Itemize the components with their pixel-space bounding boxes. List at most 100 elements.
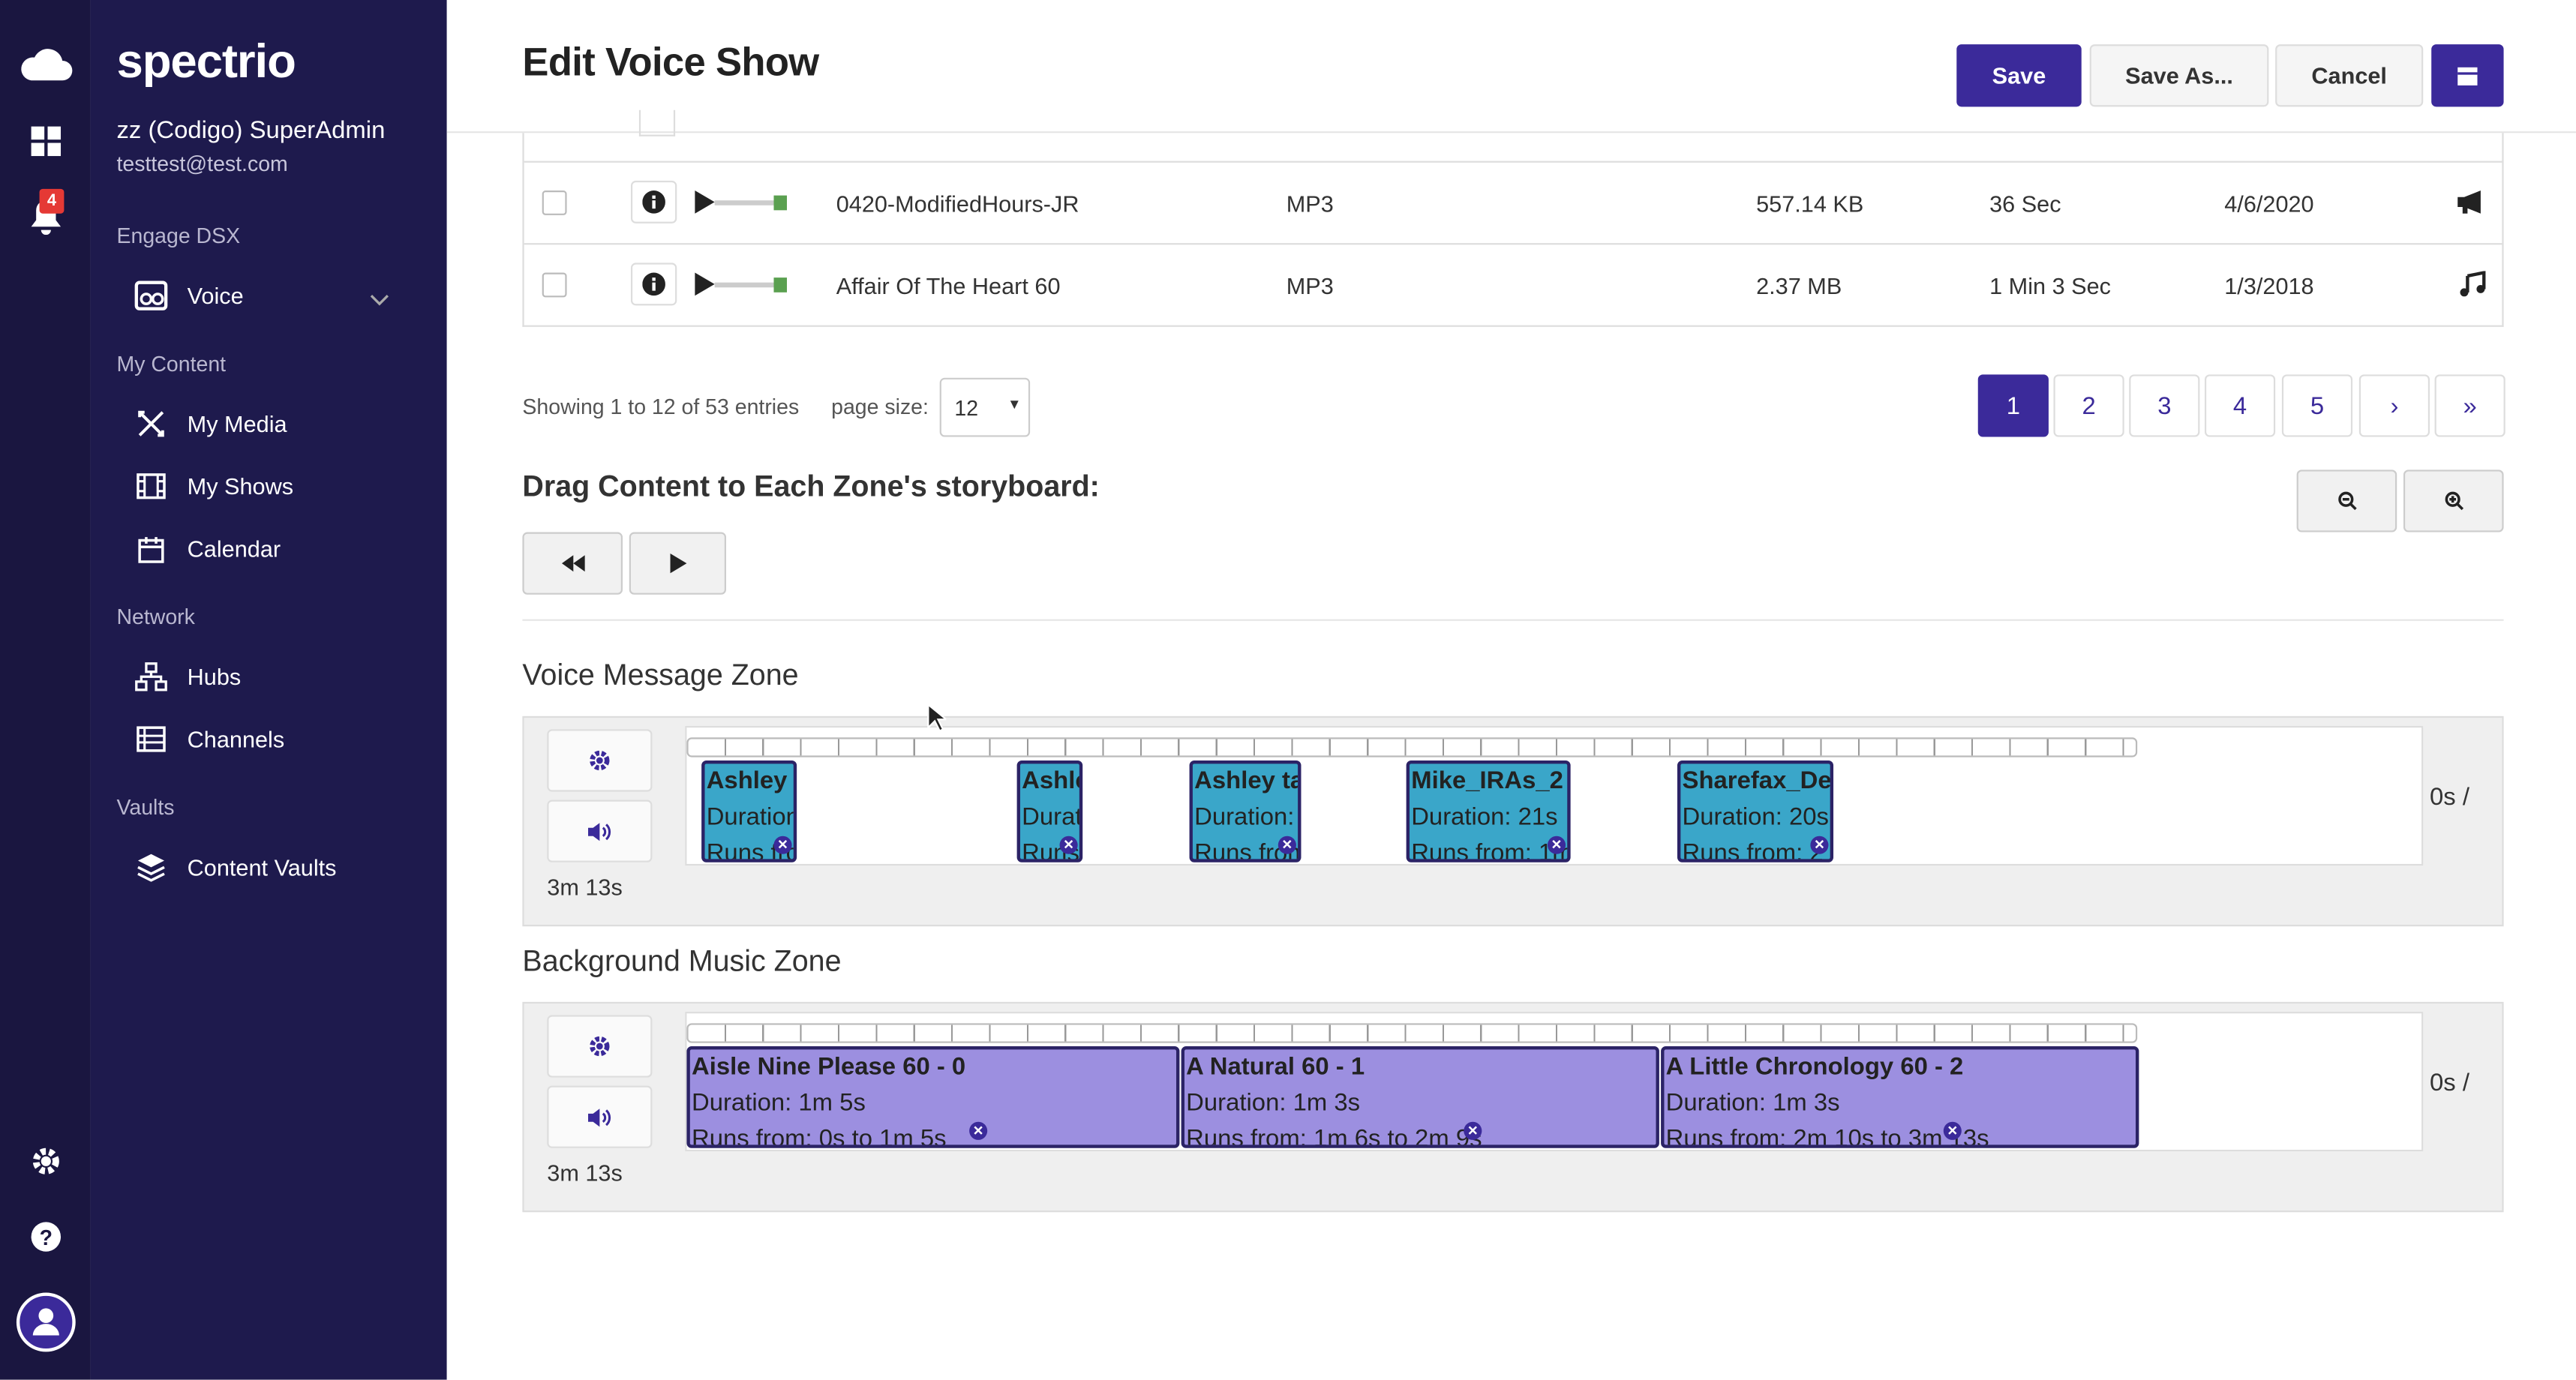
play-button[interactable] xyxy=(629,532,726,595)
timeline-clip[interactable]: Aisle Nine Please 60 - 0 Duration: 1m 5s R… xyxy=(686,1046,1180,1148)
chevron-down-icon[interactable] xyxy=(370,286,389,315)
brand-logo[interactable]: spectrio xyxy=(116,36,296,89)
zone-time-label: 0s / xyxy=(2430,783,2469,812)
sidebar: spectrio zz (Codigo) SuperAdmin testtest… xyxy=(90,0,447,1380)
save-as-button[interactable]: Save As... xyxy=(2089,44,2269,107)
clip-runs: Runs from: 1m xyxy=(1411,839,1571,862)
timeline-clip[interactable]: Sharefax_De Duration: 20s Runs from: 2 ✕ xyxy=(1677,760,1834,862)
zoom-in-button[interactable] xyxy=(2403,470,2504,532)
zone-volume-button[interactable] xyxy=(547,800,653,862)
zone-volume-button[interactable] xyxy=(547,1085,653,1148)
sidebar-item-label: Content Vaults xyxy=(187,854,337,880)
remove-clip-icon[interactable]: ✕ xyxy=(1464,1121,1482,1140)
main-content: 0420-ModifiedHours-JR MP3 557.14 KB 36 S… xyxy=(446,110,2576,1380)
remove-clip-icon[interactable]: ✕ xyxy=(1059,836,1078,854)
sidebar-item-content-vaults[interactable]: Content Vaults xyxy=(133,848,337,887)
timeline-ruler[interactable] xyxy=(686,737,2138,758)
zoom-out-button[interactable] xyxy=(2296,470,2397,532)
volume-icon xyxy=(588,822,611,841)
zone-timeline[interactable]: Ashley t Duration Runs fro ✕ Ashle Durat Runs… xyxy=(685,725,2424,866)
next-page-button[interactable]: › xyxy=(2358,374,2430,437)
schedule-calendar-button[interactable] xyxy=(2431,44,2504,107)
megaphone-icon xyxy=(2456,189,2485,220)
sidebar-item-my-shows[interactable]: My Shows xyxy=(133,466,293,506)
zone-duration: 3m 13s xyxy=(547,874,623,901)
page-5-button[interactable]: 5 xyxy=(2281,374,2353,437)
remove-clip-icon[interactable]: ✕ xyxy=(969,1121,988,1140)
remove-clip-icon[interactable]: ✕ xyxy=(1943,1121,1962,1140)
page-2-button[interactable]: 2 xyxy=(2053,374,2124,437)
page-3-button[interactable]: 3 xyxy=(2129,374,2200,437)
remove-clip-icon[interactable]: ✕ xyxy=(1547,836,1566,854)
info-icon xyxy=(642,272,665,296)
clip-duration: Duration xyxy=(706,802,797,832)
timeline-clip[interactable]: A Little Chronology 60 - 2 Duration: 1m 3… xyxy=(1661,1046,2139,1148)
timeline-clip[interactable]: Ashley t Duration Runs fro ✕ xyxy=(701,760,797,862)
sidebar-item-my-media[interactable]: My Media xyxy=(133,404,287,444)
film-icon xyxy=(133,468,169,504)
media-date: 4/6/2020 xyxy=(2224,190,2314,218)
last-page-button[interactable]: » xyxy=(2434,374,2505,437)
cloud-icon[interactable] xyxy=(0,36,90,92)
media-name: Affair Of The Heart 60 xyxy=(836,272,1061,299)
media-size: 557.14 KB xyxy=(1756,190,1864,218)
cancel-button[interactable]: Cancel xyxy=(2275,44,2424,107)
voice-icon xyxy=(133,278,169,314)
row-checkbox[interactable] xyxy=(542,272,567,298)
zoom-out-icon xyxy=(2337,491,2356,511)
clip-duration: Duration: 1m 3s xyxy=(1186,1088,1361,1118)
timeline-clip[interactable]: A Natural 60 - 1 Duration: 1m 3s Runs from… xyxy=(1181,1046,1659,1148)
section-vaults: Vaults xyxy=(116,794,175,820)
table-row[interactable]: Affair Of The Heart 60 MP3 2.37 MB 1 Min… xyxy=(524,243,2502,326)
timeline-clip[interactable]: Mike_IRAs_2 Duration: 21s Runs from: 1m ✕ xyxy=(1406,760,1571,862)
play-icon xyxy=(695,272,715,296)
rewind-button[interactable] xyxy=(522,532,623,595)
volume-icon xyxy=(588,1108,611,1126)
page-4-button[interactable]: 4 xyxy=(2204,374,2276,437)
dashboard-icon[interactable] xyxy=(0,123,90,159)
gear-icon xyxy=(590,1036,610,1057)
clip-runs: Runs from: 2m 10s to 3m 13s xyxy=(1665,1125,1989,1148)
page-size-label: page size: xyxy=(831,394,929,419)
clip-title: Ashle xyxy=(1022,766,1083,795)
timeline-clip[interactable]: Ashley ta Duration: Runs from ✕ xyxy=(1189,760,1302,862)
media-duration: 36 Sec xyxy=(1989,190,2061,218)
mouse-cursor-icon xyxy=(926,703,949,740)
clip-runs: Runs from: 0s to 1m 5s xyxy=(691,1125,947,1148)
table-row[interactable]: 0420-ModifiedHours-JR MP3 557.14 KB 36 S… xyxy=(524,160,2502,243)
channels-icon xyxy=(133,721,169,757)
row-checkbox[interactable] xyxy=(542,190,567,215)
timeline-clip[interactable]: Ashle Durat Runs ✕ xyxy=(1016,760,1083,862)
clip-duration: Durat xyxy=(1022,802,1082,832)
info-button[interactable] xyxy=(630,262,677,306)
audio-player[interactable] xyxy=(692,271,790,300)
audio-player[interactable] xyxy=(692,189,790,218)
zone-settings-button[interactable] xyxy=(547,1015,653,1078)
clip-duration: Duration: 1m 5s xyxy=(691,1088,866,1118)
sidebar-item-label: My Media xyxy=(187,410,287,437)
info-icon xyxy=(642,190,665,214)
save-button[interactable]: Save xyxy=(1956,44,2082,107)
info-button[interactable] xyxy=(630,180,677,224)
clip-title: Aisle Nine Please 60 - 0 xyxy=(691,1052,966,1082)
sidebar-item-hubs[interactable]: Hubs xyxy=(133,657,241,697)
settings-gear-icon[interactable] xyxy=(0,1143,90,1179)
zone-settings-button[interactable] xyxy=(547,729,653,792)
user-avatar-icon[interactable] xyxy=(0,1291,90,1353)
sidebar-item-voice[interactable]: Voice xyxy=(133,276,244,316)
entries-summary: Showing 1 to 12 of 53 entries xyxy=(522,394,800,419)
remove-clip-icon[interactable]: ✕ xyxy=(773,836,792,854)
page-1-button[interactable]: 1 xyxy=(1977,374,2049,437)
zone-timeline[interactable]: Aisle Nine Please 60 - 0 Duration: 1m 5s R… xyxy=(685,1012,2424,1152)
sidebar-item-label: My Shows xyxy=(187,472,294,500)
user-email: testtest@test.com xyxy=(116,151,288,176)
icon-rail: 4 ? xyxy=(0,0,91,1380)
page-size-select[interactable]: 12 ▾ xyxy=(939,377,1031,437)
help-icon[interactable]: ? xyxy=(0,1219,90,1255)
sidebar-item-channels[interactable]: Channels xyxy=(133,719,284,759)
timeline-ruler[interactable] xyxy=(686,1023,2138,1043)
sidebar-item-calendar[interactable]: Calendar xyxy=(133,529,281,568)
remove-clip-icon[interactable]: ✕ xyxy=(1810,836,1829,854)
clip-runs: Runs from: 2 xyxy=(1682,839,1824,862)
remove-clip-icon[interactable]: ✕ xyxy=(1277,836,1296,854)
